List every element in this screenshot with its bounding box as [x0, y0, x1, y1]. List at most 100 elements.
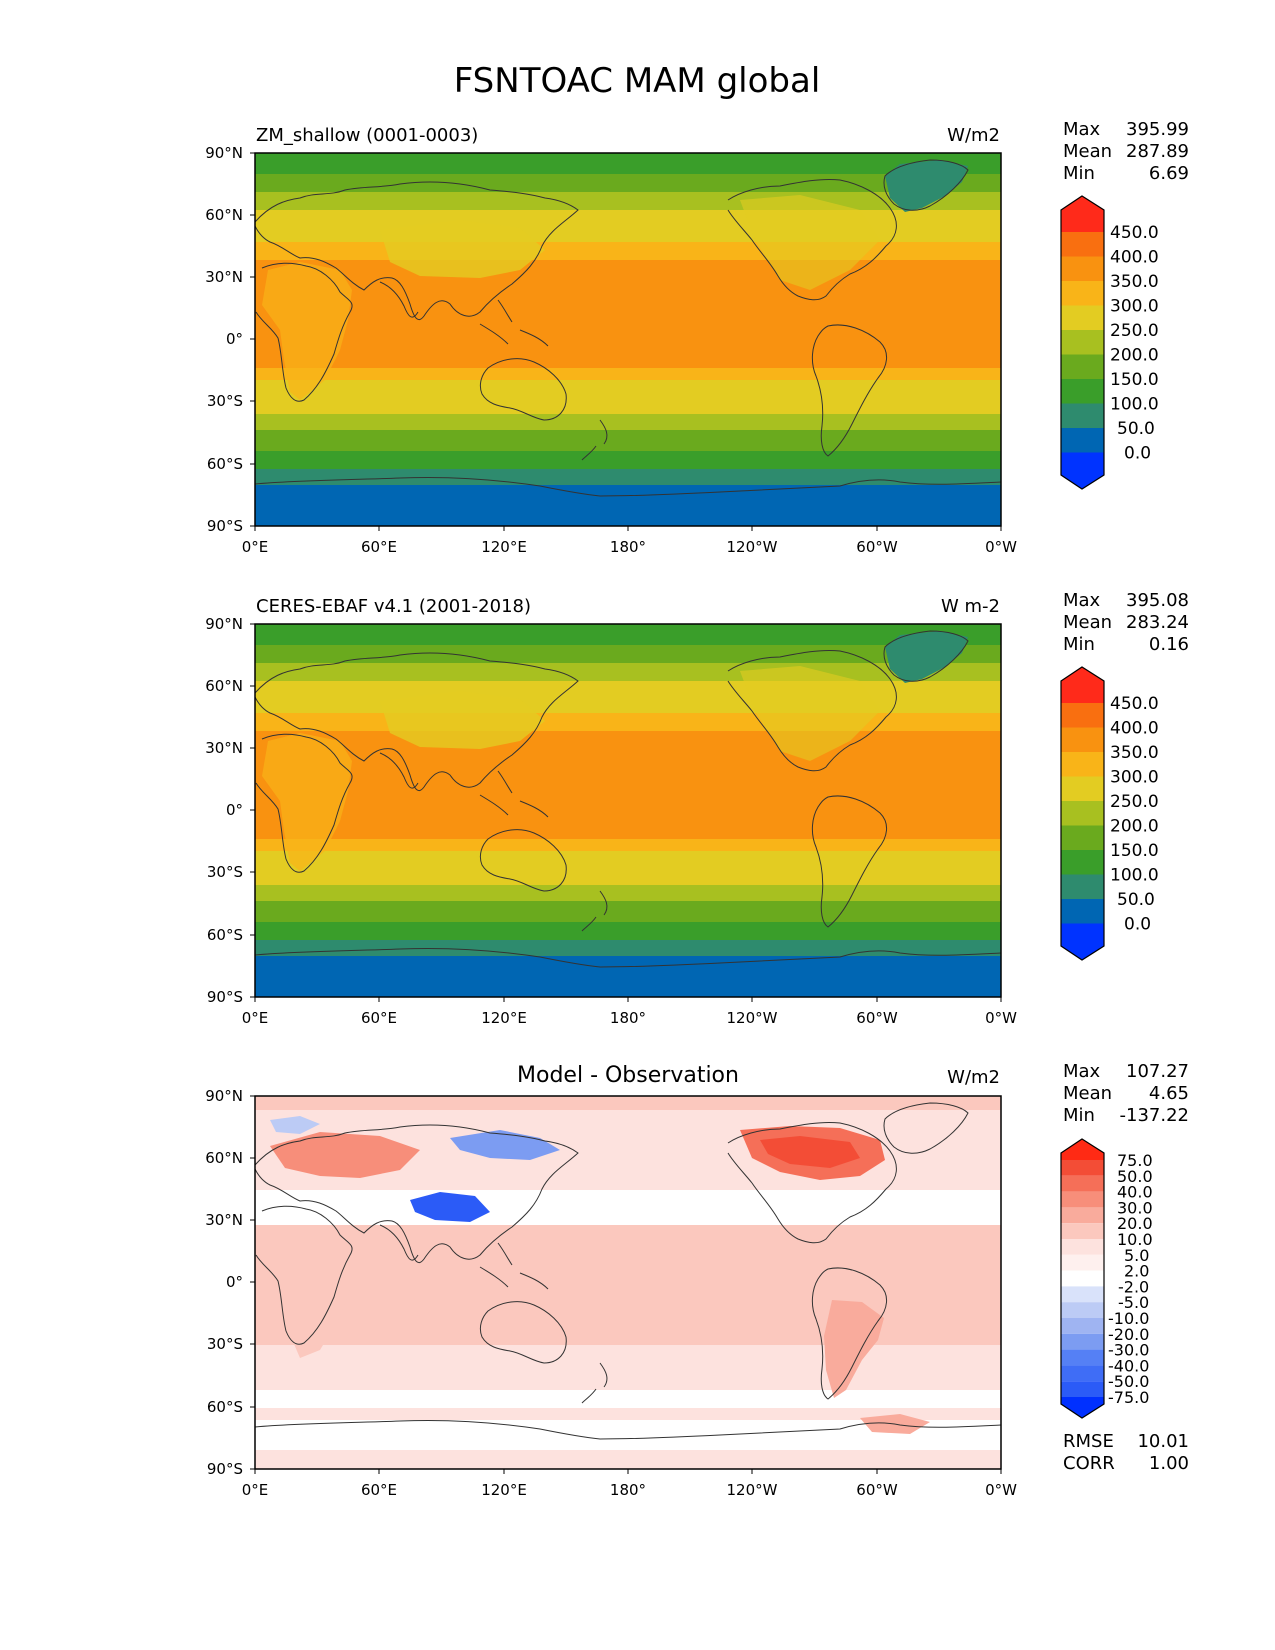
- africa-warm-patch: [270, 1256, 350, 1358]
- band: [255, 368, 1001, 380]
- lon-tick: 180°: [610, 1481, 646, 1499]
- band: [255, 645, 1001, 663]
- colorbar-tick: -30.0: [1108, 1341, 1149, 1360]
- colorbar-level: [1061, 1254, 1104, 1271]
- band: [255, 174, 1001, 192]
- lon-tick: 60°W: [856, 1009, 898, 1027]
- colorbar-bottom-arrow: [1061, 452, 1104, 489]
- panel-ref-units: W m-2: [941, 596, 1000, 617]
- band: [255, 731, 1001, 839]
- stat-value: 0.16: [1149, 634, 1189, 655]
- stat-value: -137.22: [1120, 1105, 1189, 1126]
- lat-tick: 30°S: [207, 392, 243, 410]
- greenland-patch: [885, 631, 968, 683]
- colorbar-top-arrow: [1061, 1139, 1104, 1160]
- coast-greenland: [883, 630, 969, 682]
- lon-tick: 60°E: [361, 1481, 397, 1499]
- colorbar-level: [1061, 1333, 1104, 1350]
- namerica-patch: [740, 666, 880, 761]
- lon-tick: 120°W: [727, 1481, 778, 1499]
- coast-africa: [255, 1205, 353, 1345]
- colorbar-tick: 300.0: [1110, 768, 1159, 788]
- colorbar-level: [1061, 727, 1104, 752]
- panel-diff-units: W/m2: [947, 1067, 1000, 1088]
- colorbar-level: [1061, 232, 1104, 257]
- lat-tick: 90°N: [205, 1087, 243, 1105]
- colorbar-tick-labels: 450.0 400.0 350.0 300.0 250.0 200.0 150.…: [1110, 694, 1159, 935]
- band: [255, 380, 1001, 414]
- lon-tick: 0°W: [985, 538, 1017, 556]
- band: [255, 451, 1001, 469]
- asia-patch: [380, 220, 545, 278]
- panel-test-lon-axis: 0°E 60°E 120°E 180° 120°W 60°W 0°W: [242, 526, 1017, 556]
- colorbar-level: [1061, 403, 1104, 428]
- lat-tick: 0°: [226, 801, 243, 819]
- band: [255, 839, 1001, 851]
- coast-europe-asia: [255, 652, 579, 791]
- panel-test-map: [255, 153, 1001, 526]
- colorbar-tick: 250.0: [1110, 792, 1159, 812]
- band: [255, 1190, 1001, 1225]
- lat-tick: 30°N: [205, 1211, 243, 1229]
- panel-ref-coastlines: [255, 630, 1001, 968]
- coast-seasia: [479, 1242, 549, 1290]
- stat-value: 395.99: [1126, 119, 1189, 140]
- band: [255, 713, 1001, 731]
- colorbar-tick: -75.0: [1108, 1388, 1149, 1407]
- colorbar-level: [1061, 428, 1104, 453]
- band: [255, 414, 1001, 430]
- panel-diff-coastlines: [255, 1102, 1001, 1440]
- colorbar-tick: 30.0: [1117, 1198, 1153, 1217]
- stat-label: Mean: [1063, 1083, 1112, 1104]
- panel-ref-bands: [255, 624, 1001, 997]
- panel-diff-lat-axis: 90°N 60°N 30°N 0° 30°S 60°S 90°S: [205, 1087, 255, 1478]
- panel-diff-lon-axis: 0°E 60°E 120°E 180° 120°W 60°W 0°W: [242, 1469, 1017, 1499]
- lat-tick: 90°S: [207, 1460, 243, 1478]
- colorbar-tick: -10.0: [1108, 1309, 1149, 1328]
- lat-tick: 90°N: [205, 144, 243, 162]
- colorbar-tick: -20.0: [1108, 1325, 1149, 1344]
- asia-patch: [380, 691, 545, 749]
- lon-tick: 0°E: [242, 538, 269, 556]
- colorbar-top-arrow: [1061, 196, 1104, 232]
- band: [255, 469, 1001, 485]
- colorbar-tick: 200.0: [1110, 346, 1159, 366]
- colorbar-tick: 350.0: [1110, 272, 1159, 292]
- lat-tick: 30°S: [207, 863, 243, 881]
- stat-value: 4.65: [1149, 1083, 1189, 1104]
- colorbar-level: [1061, 354, 1104, 379]
- greenland-patch: [885, 160, 968, 212]
- panel-ref-left-label: CERES-EBAF v4.1 (2001-2018): [256, 596, 531, 617]
- lon-tick: 0°E: [242, 1009, 269, 1027]
- lon-tick: 0°W: [985, 1009, 1017, 1027]
- stat-value: 1.00: [1149, 1453, 1189, 1474]
- colorbar-level: [1061, 1318, 1104, 1334]
- coast-india: [379, 1224, 419, 1261]
- colorbar-tick: 450.0: [1110, 694, 1159, 714]
- figure-title: FSNTOAC MAM global: [454, 61, 821, 101]
- stat-label: Max: [1063, 590, 1101, 611]
- lon-tick: 0°E: [242, 1481, 269, 1499]
- band: [255, 242, 1001, 260]
- coast-nz: [581, 419, 608, 461]
- colorbar-level: [1061, 1349, 1104, 1366]
- colorbar-tick: 2.0: [1124, 1262, 1149, 1281]
- lon-tick: 60°E: [361, 1009, 397, 1027]
- colorbar-level: [1061, 1381, 1104, 1397]
- coast-europe-asia: [255, 181, 579, 320]
- colorbar-level: [1061, 801, 1104, 826]
- band: [255, 901, 1001, 922]
- coast-namerica: [727, 650, 897, 772]
- lon-tick: 120°E: [481, 1009, 527, 1027]
- colorbar-level: [1061, 1365, 1104, 1382]
- band: [255, 430, 1001, 451]
- band: [255, 485, 1001, 526]
- coast-nz: [581, 890, 608, 932]
- lat-tick: 60°S: [207, 455, 243, 473]
- colorbar-top-arrow: [1061, 667, 1104, 703]
- lat-tick: 90°S: [207, 988, 243, 1006]
- stat-label: Mean: [1063, 141, 1112, 162]
- band: [255, 885, 1001, 901]
- band: [255, 260, 1001, 368]
- panel-ref-map: [255, 624, 1001, 997]
